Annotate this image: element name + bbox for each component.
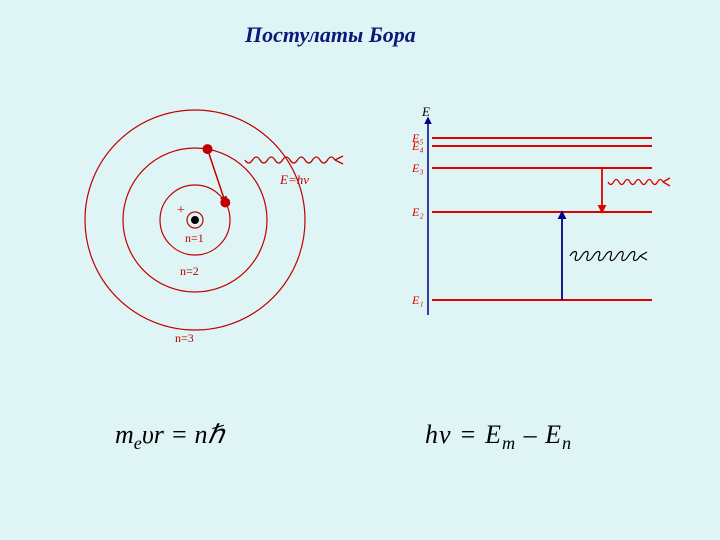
energy-level-label-E1: E₁: [411, 293, 424, 307]
nucleus-plus-label: +: [177, 203, 185, 218]
absorption-photon-wave: [570, 252, 640, 261]
page-title: Постулаты Бора: [245, 22, 416, 48]
energy-level-label-E2: E₂: [411, 205, 424, 219]
quantization-formula: meυr = nℏ: [115, 420, 224, 454]
orbit-label-n2: n=2: [180, 264, 199, 278]
transition-arrow: [208, 149, 226, 202]
energy-axis-label: E: [421, 104, 430, 119]
atom-diagram: n=1 n=2 n=3 +: [0, 60, 380, 420]
photon-energy-label: E=hν: [280, 172, 309, 188]
energy-level-label-E4: E₄: [411, 139, 424, 153]
orbit-label-n1: n=1: [185, 231, 204, 245]
energy-level-diagram: EE₅E₄E₃E₂E₁: [380, 90, 700, 350]
orbit-label-n3: n=3: [175, 331, 194, 345]
photon-wave: [245, 157, 335, 163]
photon-formula: hν = Em – En: [425, 420, 572, 454]
emission-photon-wave: [608, 180, 663, 185]
energy-level-label-E3: E₃: [411, 161, 424, 175]
